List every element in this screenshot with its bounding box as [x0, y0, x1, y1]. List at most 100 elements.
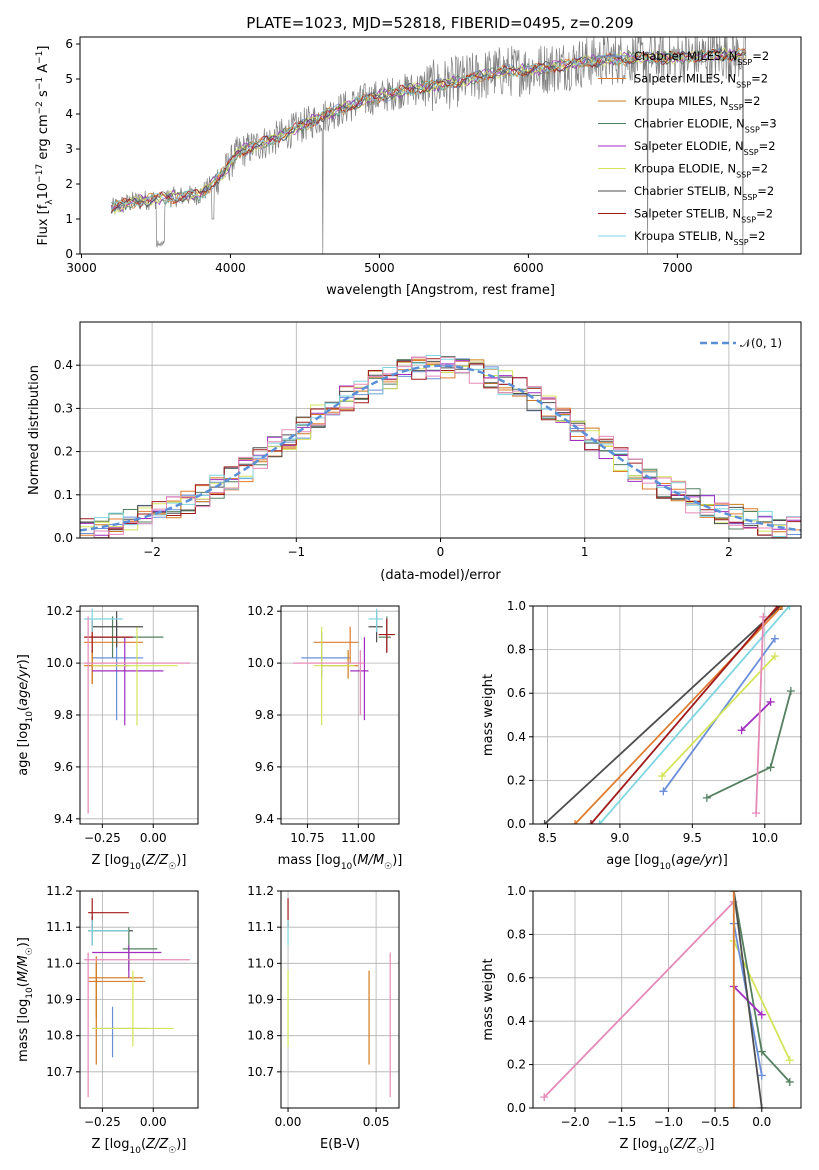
residuals-frame	[79, 321, 802, 539]
mass-weight-marker	[785, 1077, 794, 1086]
legend-entry: Kroupa MILES, NSSP=2	[634, 94, 760, 112]
mass-weight-marker	[729, 891, 738, 895]
residuals-plot-area	[80, 355, 801, 538]
mass-weight-marker	[757, 1071, 766, 1080]
residuals-ylabel: Normed distribution	[27, 365, 42, 495]
massweight_vs_age-ytick-label: 0.6	[507, 686, 526, 700]
mass-weight-line	[661, 655, 776, 777]
age_vs_mass-xtick-label: 10.75	[290, 831, 324, 845]
mass-weight-marker	[770, 652, 779, 661]
mass-weight-line	[574, 606, 783, 824]
residuals-xtick-label: −1	[287, 545, 305, 559]
mass-weight-line	[543, 606, 782, 824]
residuals-ytick-label: 0.1	[54, 488, 73, 502]
age_vs_Z-ytick-label: 9.4	[54, 812, 73, 826]
massweight_vs_Z-xtick-label: −0.5	[701, 1115, 730, 1129]
residuals-ytick-label: 0.2	[54, 445, 73, 459]
massweight_vs_age-frame	[532, 605, 802, 825]
normal-legend-label: 𝒩(0, 1)	[740, 336, 782, 350]
spectrum-panel: 3000 4000 5000 6000 7000 0 1 2 3 4 5 6 wavelength [A…	[35, 36, 802, 298]
massweight_vs_age-ytick-label: 0.0	[507, 817, 526, 831]
residuals-panel: −2 −1 0 1 2 0.0 0.1 0.2 0.3 0.4 (data-model)/error…	[27, 321, 802, 583]
mass_vs_Z-xtick-label: 0.00	[140, 1115, 167, 1129]
mass_vs_Z-plot-area	[84, 898, 190, 1098]
mass_vs_ebv-panel: 0.00 0.05 10.7 10.8 10.9 11.0 11.1 11.2 E(B-V)	[247, 884, 400, 1152]
mass_vs_ebv-ytick-label: 11.0	[247, 956, 274, 970]
mass_vs_Z-xlabel: Z [log10(Z/Z☉)]	[92, 1137, 187, 1156]
mass_vs_ebv-plot-area	[287, 898, 391, 1098]
spectrum-ylabel: Flux [fλ10−17 erg cm−2 s−1 A−1]	[35, 46, 55, 246]
massweight_vs_Z-ytick-label: 0.6	[507, 971, 526, 985]
residuals-ytick-label: 0.0	[54, 531, 73, 545]
massweight_vs_Z-xtick-label: −2.0	[560, 1115, 589, 1129]
mass-weight-marker	[595, 820, 604, 824]
mass-weight-line	[706, 690, 792, 799]
age_vs_mass-ytick-label: 10.0	[247, 656, 274, 670]
age_vs_mass-ytick-label: 10.2	[247, 604, 274, 618]
residuals-xtick-label: −2	[143, 545, 161, 559]
mass_vs_Z-ytick-label: 11.1	[46, 920, 73, 934]
figure-title: PLATE=1023, MJD=52818, FIBERID=0495, z=0…	[246, 14, 633, 32]
massweight_vs_age-panel: 8.5 9.0 9.5 10.0 0.0 0.2 0.4 0.6 0.8 1.0 age [log1…	[481, 599, 802, 872]
residuals-xtick-label: 0	[437, 545, 445, 559]
mass-weight-marker	[786, 687, 795, 696]
mass_vs_Z-xtick-label: −0.25	[84, 1115, 121, 1129]
age_vs_mass-xlabel: mass [log10(M/M☉)]	[278, 853, 403, 872]
age_vs_Z-frame	[79, 605, 199, 825]
age_vs_Z-plot-area	[84, 608, 190, 814]
age_vs_mass-ytick-label: 9.6	[255, 760, 274, 774]
legend-entry: Chabrier MILES, NSSP=2	[634, 49, 769, 67]
spectrum-xlabel: wavelength [Angstrom, rest frame]	[326, 283, 555, 298]
spectrum-ytick-label: 1	[65, 212, 73, 226]
spectrum-xtick-label: 3000	[66, 261, 97, 275]
age_vs_Z-panel: −0.25 0.00 9.4 9.6 9.8 10.0 10.2 Z [log10(Z/Z☉)…	[16, 604, 199, 872]
mass_vs_Z-ytick-label: 10.9	[46, 993, 73, 1007]
massweight_vs_Z-ytick-label: 0.2	[507, 1058, 526, 1072]
massweight_vs_age-xtick-label: 9.5	[683, 831, 702, 845]
mass-weight-marker	[785, 606, 794, 610]
mass_vs_Z-ytick-label: 11.0	[46, 956, 73, 970]
spectrum-xtick-label: 7000	[662, 261, 693, 275]
age_vs_mass-ytick-label: 9.8	[255, 708, 274, 722]
massweight_vs_Z-xtick-label: 0.0	[752, 1115, 771, 1129]
residuals-ytick-label: 0.4	[54, 358, 73, 372]
age_vs_Z-ytick-label: 10.2	[46, 604, 73, 618]
residuals-ytick-label: 0.3	[54, 401, 73, 415]
mass_vs_Z-ytick-label: 11.2	[46, 884, 73, 898]
mass_vs_ebv-ytick-label: 10.9	[247, 993, 274, 1007]
age_vs_mass-xtick-label: 11.00	[341, 831, 375, 845]
mass-weight-marker	[773, 606, 782, 610]
age_vs_Z-xtick-label: −0.25	[84, 831, 121, 845]
spectrum-plot-area	[110, 37, 747, 254]
massweight_vs_age-ytick-label: 0.8	[507, 643, 526, 657]
spectrum-ytick-label: 2	[65, 177, 73, 191]
mass-weight-marker	[702, 793, 711, 802]
massweight_vs_age-ytick-label: 0.2	[507, 773, 526, 787]
mass-weight-marker	[657, 772, 666, 781]
model-fit-line	[110, 48, 746, 213]
massweight_vs_Z-ytick-label: 1.0	[507, 884, 526, 898]
mass-weight-marker	[785, 1056, 794, 1065]
mass-weight-marker	[729, 1104, 738, 1108]
age_vs_mass-frame	[280, 605, 400, 825]
residuals-xlabel: (data-model)/error	[380, 568, 501, 583]
legend-entry: Salpeter MILES, NSSP=2	[634, 72, 768, 90]
normal-distribution-curve	[80, 364, 801, 532]
mass_vs_ebv-xlabel: E(B-V)	[320, 1137, 360, 1152]
mass-weight-marker	[757, 1104, 766, 1108]
massweight_vs_age-ytick-label: 1.0	[507, 599, 526, 613]
mass-weight-marker	[540, 1093, 549, 1102]
age_vs_Z-ytick-label: 10.0	[46, 656, 73, 670]
mass-weight-marker	[759, 612, 768, 621]
massweight_vs_Z-ytick-label: 0.0	[507, 1101, 526, 1115]
spectrum-ytick-label: 3	[65, 142, 73, 156]
age_vs_mass-ytick-label: 9.4	[255, 812, 274, 826]
massweight_vs_Z-plot-area	[540, 891, 794, 1108]
massweight_vs_age-ytick-label: 0.4	[507, 730, 526, 744]
spectrum-frame	[79, 36, 802, 255]
spectrum-ytick-label: 4	[65, 107, 73, 121]
mass-weight-marker	[766, 763, 775, 772]
age_vs_Z-ytick-label: 9.8	[54, 708, 73, 722]
massweight_vs_age-xtick-label: 8.5	[538, 831, 557, 845]
mass-weight-marker	[757, 1047, 766, 1056]
